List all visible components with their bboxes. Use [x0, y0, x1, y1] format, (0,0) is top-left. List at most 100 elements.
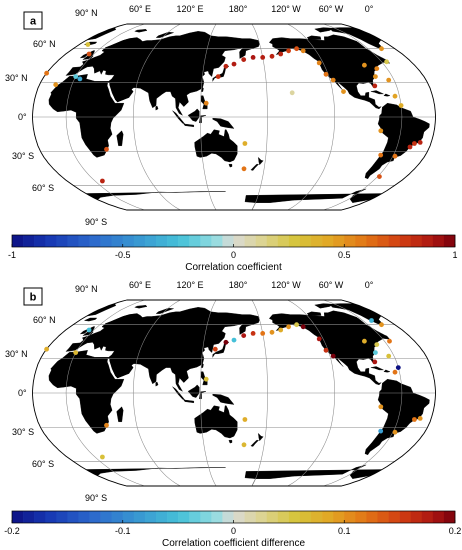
- colorbar-tick-label: -0.2: [4, 526, 20, 536]
- station-marker: [215, 74, 221, 79]
- station-marker: [73, 350, 79, 355]
- land-victoria-island: [306, 35, 322, 40]
- colorbar-segment: [399, 235, 411, 247]
- colorbar-segment: [222, 235, 234, 247]
- station-marker: [289, 90, 295, 96]
- land-eurasia-africa: [48, 31, 260, 158]
- station-marker: [369, 318, 374, 323]
- station-marker: [294, 322, 299, 328]
- colorbar-segment: [432, 235, 445, 247]
- colorbar-title: Correlation coefficient difference: [162, 538, 305, 549]
- colorbar-segment: [421, 511, 434, 523]
- colorbar-segment: [178, 235, 190, 247]
- panel-label: a: [30, 16, 37, 28]
- land-ellesmere-island: [314, 27, 335, 33]
- colorbar-segment: [344, 511, 356, 523]
- colorbar-segment: [443, 235, 456, 247]
- lon-label: 120° W: [271, 4, 301, 14]
- meridian-line: [323, 24, 403, 210]
- colorbar-segment: [322, 235, 334, 247]
- station-marker: [316, 336, 322, 342]
- station-marker: [203, 100, 209, 106]
- colorbar-tick-label: 0.2: [449, 526, 462, 536]
- station-marker: [379, 322, 384, 328]
- station-marker: [392, 429, 398, 435]
- colorbar-segment: [266, 511, 279, 523]
- station-marker: [323, 71, 329, 77]
- colorbar-segment: [189, 235, 201, 247]
- station-marker: [392, 153, 398, 159]
- colorbar-segment: [288, 235, 301, 247]
- land-scandinavia: [101, 37, 138, 54]
- colorbar: -1 -0.5 0 0.5 1 Correlation coefficient: [8, 234, 458, 273]
- station-marker: [378, 404, 384, 410]
- colorbar-segment: [89, 511, 101, 523]
- station-marker: [372, 359, 378, 365]
- colorbar-segment: [255, 511, 268, 523]
- colorbar-segment: [288, 511, 301, 523]
- map-b-svg: 90° N 60° N 30° N 0° 30° S 60° S 90° S 60° E 120…: [4, 280, 462, 549]
- meridian-line: [132, 24, 181, 210]
- station-marker: [223, 63, 229, 69]
- colorbar-segment: [311, 235, 323, 247]
- land-ellesmere-island: [314, 303, 335, 309]
- colorbar-segment: [421, 235, 434, 247]
- lat-label: 30° N: [5, 73, 28, 83]
- colorbar-segment: [67, 235, 79, 247]
- station-marker: [373, 350, 378, 355]
- lon-label: 120° E: [176, 4, 203, 14]
- colorbar-segment: [355, 235, 367, 247]
- colorbar-segment: [255, 235, 268, 247]
- land-scandinavia: [101, 313, 138, 330]
- station-marker: [86, 51, 92, 57]
- meridian-line: [287, 300, 336, 486]
- colorbar-segment: [277, 235, 290, 247]
- map-a-svg: 90° N 60° N 30° N 0° 30° S 60° S 90° S 60° E 120…: [5, 4, 458, 273]
- colorbar-segment: [56, 235, 68, 247]
- meridian-line: [65, 300, 145, 486]
- land-new-zealand-south: [250, 440, 260, 447]
- land-arabian-interior-fill: [109, 82, 132, 103]
- land-new-zealand-north: [258, 432, 264, 442]
- station-marker: [104, 146, 109, 152]
- meridian-line: [287, 24, 336, 210]
- colorbar-segment: [377, 235, 389, 247]
- stations-layer: [44, 318, 423, 460]
- station-marker: [53, 82, 59, 88]
- colorbar-segment: [388, 511, 400, 523]
- colorbar-segment: [34, 235, 46, 247]
- land-sri-lanka: [155, 105, 159, 111]
- station-marker: [100, 454, 105, 460]
- station-marker: [250, 331, 256, 336]
- colorbar-segment: [233, 511, 245, 523]
- colorbar-segment: [322, 511, 334, 523]
- land-sri-lanka: [155, 381, 159, 387]
- colorbar-segment: [299, 235, 312, 247]
- station-marker: [44, 70, 49, 76]
- colorbar-segment: [100, 235, 112, 247]
- lat-label: 60° S: [32, 459, 54, 469]
- lat-label: 90° S: [85, 217, 107, 227]
- colorbar-segment: [178, 511, 190, 523]
- station-marker: [250, 55, 256, 60]
- station-marker: [278, 327, 284, 333]
- meridian-line: [200, 300, 217, 486]
- colorbar-segment: [233, 235, 245, 247]
- land-java: [183, 399, 194, 404]
- station-marker: [417, 416, 423, 421]
- colorbar: -0.2 -0.1 0 0.1 0.2 Correlation coefficient d…: [4, 510, 462, 549]
- colorbar-segment: [89, 235, 101, 247]
- station-marker: [86, 327, 92, 333]
- lat-label: 90° N: [75, 284, 98, 294]
- station-marker: [395, 365, 401, 370]
- station-marker: [372, 83, 378, 89]
- panel-a: 90° N 60° N 30° N 0° 30° S 60° S 90° S 60° E 120…: [5, 4, 458, 273]
- station-marker: [300, 324, 306, 330]
- land-australia: [194, 405, 238, 439]
- station-marker: [398, 103, 404, 108]
- colorbar-segment: [122, 511, 135, 523]
- panel-label-box: [23, 287, 43, 306]
- land-tasmania: [228, 440, 233, 444]
- colorbar-segment: [432, 511, 445, 523]
- station-marker: [362, 338, 367, 344]
